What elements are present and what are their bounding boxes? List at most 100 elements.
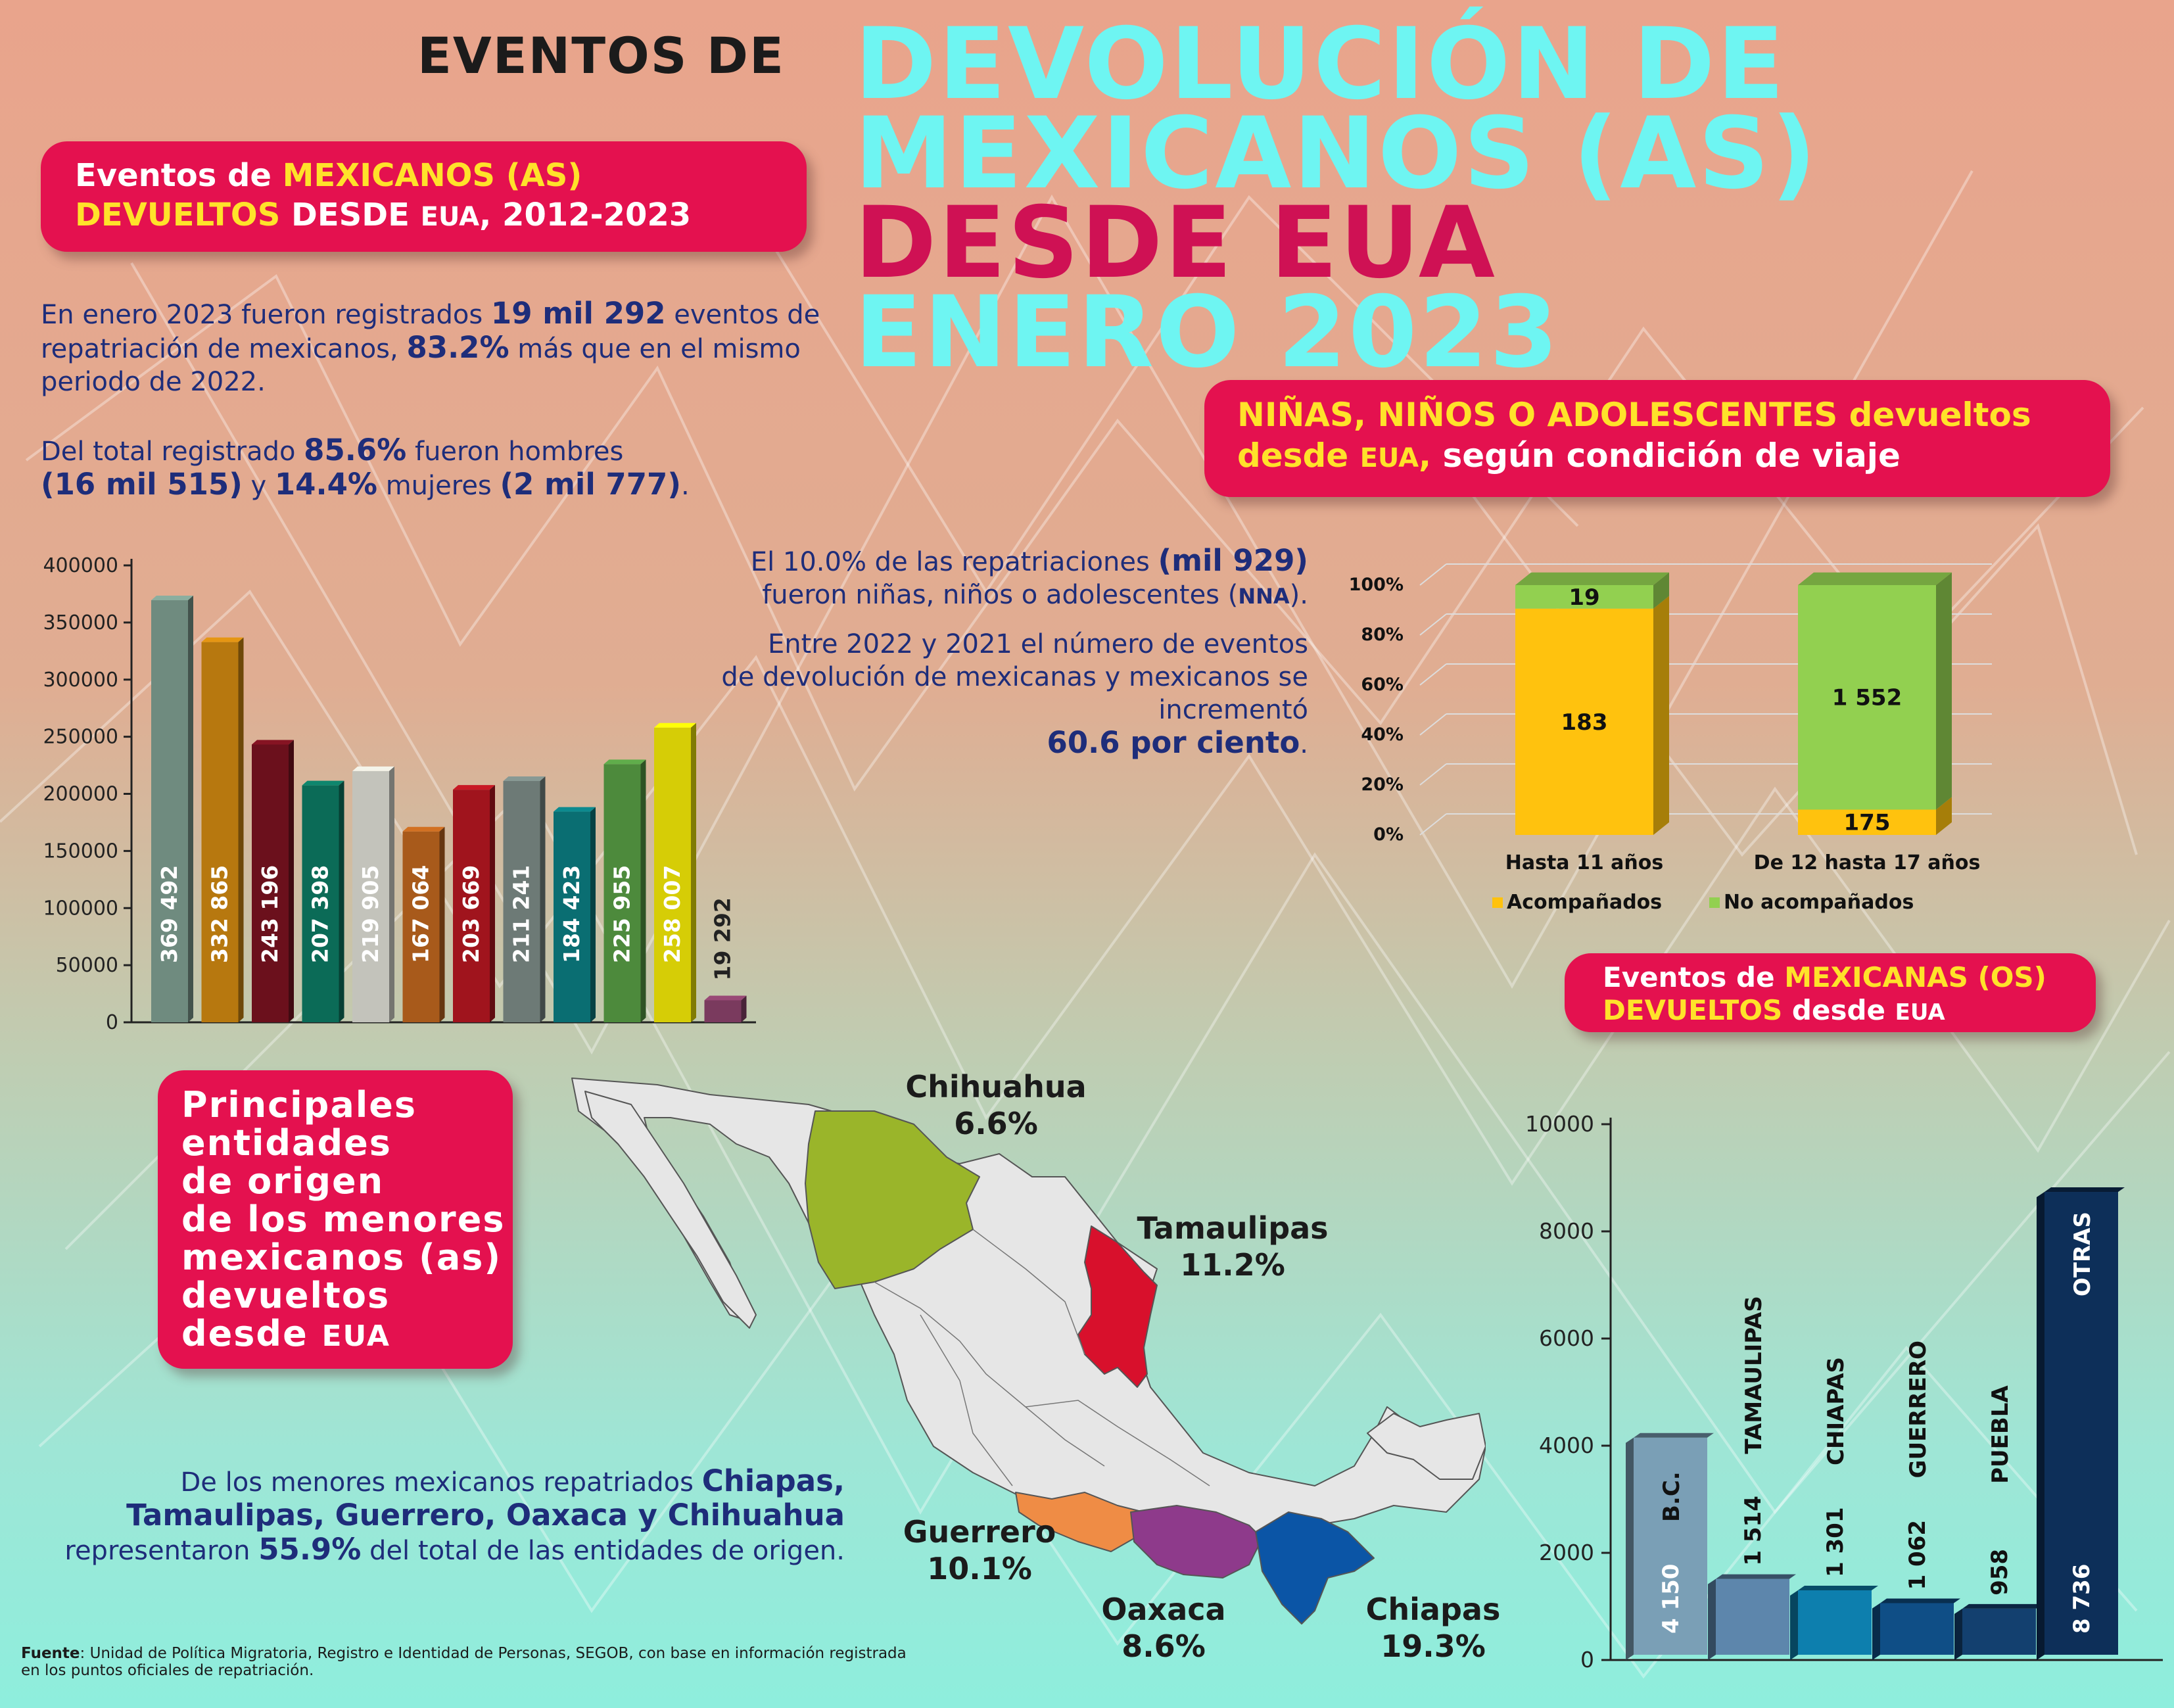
- bar-top: [554, 807, 596, 812]
- pill-text: EUA: [420, 202, 480, 232]
- bar-side: [439, 826, 445, 1022]
- x-category-label: De 12 hasta 17 años: [1754, 851, 1981, 874]
- bar-top: [603, 759, 646, 765]
- bar-value-label: 219 905: [358, 865, 383, 963]
- bar-value-label: 207 398: [308, 865, 333, 963]
- pill-principales-entidades: Principales entidades de origen de los m…: [158, 1070, 513, 1369]
- bar-top: [1716, 1574, 1796, 1579]
- x-category-label: TAMAULIPAS: [1741, 1296, 1767, 1454]
- bar-top: [402, 826, 445, 832]
- bar-side: [741, 995, 747, 1022]
- y-tick-label: 350000: [43, 611, 118, 634]
- map-mexico: [571, 1078, 1486, 1625]
- bar-top: [302, 780, 344, 786]
- bar-value-label: 1 301: [1822, 1507, 1849, 1577]
- bar-side: [1872, 1603, 1880, 1660]
- header-line1: DEVOLUCIÓN DE: [855, 7, 1787, 122]
- bar-top: [1634, 1433, 1714, 1438]
- map-chihuahua: [805, 1110, 980, 1289]
- legend-label: No acompañados: [1724, 891, 1914, 914]
- grid-line: [1419, 663, 1447, 686]
- bar: [654, 727, 691, 1022]
- bar-value-label: 211 241: [509, 865, 534, 963]
- bar-acompanados-side: [1653, 596, 1669, 835]
- bar: [603, 764, 641, 1022]
- grid-line: [1419, 613, 1447, 636]
- bar-top: [503, 776, 546, 781]
- map-label-tamaulipas: Tamaulipas 11.2%: [1137, 1210, 1329, 1283]
- bar: [402, 831, 440, 1022]
- map-baja-california: [584, 1091, 757, 1329]
- bar-top: [1880, 1598, 1960, 1603]
- bar-value-label: 19 292: [710, 897, 736, 980]
- bar-side: [540, 776, 546, 1022]
- map-label-chihuahua: Chihuahua 6.6%: [905, 1069, 1087, 1141]
- pill-text-highlight: DEVUELTOS: [75, 197, 281, 233]
- header-line2: MEXICANOS (AS): [855, 97, 1818, 211]
- legend-swatch: [1492, 897, 1503, 908]
- bar-top: [151, 596, 193, 601]
- bottom-paragraph: De los menores mexicanos repatriados Chi…: [64, 1463, 845, 1567]
- map-label-oaxaca: Oaxaca 8.6%: [1101, 1592, 1226, 1664]
- bar: [302, 785, 339, 1022]
- bar-value-label: 369 492: [156, 865, 182, 963]
- bar-top: [453, 785, 495, 790]
- intro-paragraph-2: Del total registrado 85.6% fueron hombre…: [41, 433, 690, 502]
- bar-top: [1515, 572, 1669, 585]
- bar-value-label: 1 552: [1832, 685, 1902, 711]
- x-category-label: Hasta 11 años: [1505, 851, 1664, 874]
- bar-value-label: 1 514: [1740, 1496, 1766, 1565]
- bar-value-label: 167 064: [408, 865, 434, 963]
- bar: [704, 1000, 742, 1022]
- bar: [1880, 1603, 1954, 1655]
- bar-value-label: 175: [1844, 810, 1891, 836]
- bar-no-acompanados: [1798, 585, 1936, 810]
- bar-side: [1790, 1590, 1798, 1660]
- bar-side: [490, 785, 495, 1022]
- bar-side: [1954, 1608, 1962, 1660]
- y-tick-label: 4000: [1539, 1433, 1594, 1458]
- chart-eventos-2012-2023: 400000 350000 300000 250000 200000 150000 1000…: [43, 554, 756, 1034]
- header-prefix: EVENTOS DE: [417, 26, 785, 85]
- y-tick-label: 200000: [43, 783, 118, 806]
- y-tick-label: 100%: [1349, 575, 1404, 595]
- bar-top: [1962, 1603, 2043, 1609]
- bar-top: [1798, 1585, 1878, 1590]
- y-tick-label: 20%: [1361, 774, 1404, 795]
- map-oaxaca: [1130, 1505, 1263, 1578]
- map-chiapas: [1255, 1511, 1375, 1625]
- bar: [503, 780, 540, 1022]
- bar-acompanados: [1515, 608, 1653, 835]
- bar-side: [238, 637, 244, 1022]
- y-tick-label: 60%: [1361, 675, 1404, 695]
- map-tamaulipas: [1077, 1225, 1158, 1388]
- y-tick-label: 250000: [43, 726, 118, 749]
- bar: [2044, 1192, 2118, 1655]
- bar-side: [1708, 1578, 1716, 1660]
- bar: [1634, 1437, 1707, 1655]
- bar-side: [2037, 1192, 2044, 1660]
- bar: [1798, 1590, 1872, 1655]
- map-yucatan: [1367, 1413, 1486, 1480]
- bar-no-acompanados: [1515, 585, 1653, 609]
- bar-value-label: 19: [1569, 584, 1599, 611]
- map-label-chiapas: Chiapas 19.3%: [1365, 1592, 1501, 1664]
- y-tick-label: 80%: [1361, 625, 1404, 645]
- x-category-label: GUERRERO: [1905, 1340, 1931, 1478]
- y-tick-label: 2000: [1539, 1540, 1594, 1565]
- bar-side: [691, 723, 696, 1022]
- bar-side: [640, 759, 646, 1022]
- legend-label: Acompañados: [1507, 891, 1662, 914]
- grid-line: [1419, 563, 1447, 586]
- bar-value-label: 184 423: [559, 865, 584, 963]
- bar-top: [654, 723, 696, 728]
- pill-mexicanos-devueltos: Eventos de MEXICANOS (AS) DEVUELTOS DESD…: [41, 141, 807, 252]
- pill-text: DESDE: [280, 197, 421, 233]
- pill-mexicanas-devueltos: Eventos de MEXICANAS (OS) DEVUELTOS desd…: [1565, 953, 2096, 1032]
- y-tick-label: 300000: [43, 669, 118, 692]
- bar: [352, 771, 389, 1022]
- bar-top: [2044, 1187, 2125, 1193]
- bar: [1962, 1608, 2036, 1655]
- bar-value-label: 958: [1987, 1549, 2013, 1596]
- grid-line: [1419, 813, 1447, 836]
